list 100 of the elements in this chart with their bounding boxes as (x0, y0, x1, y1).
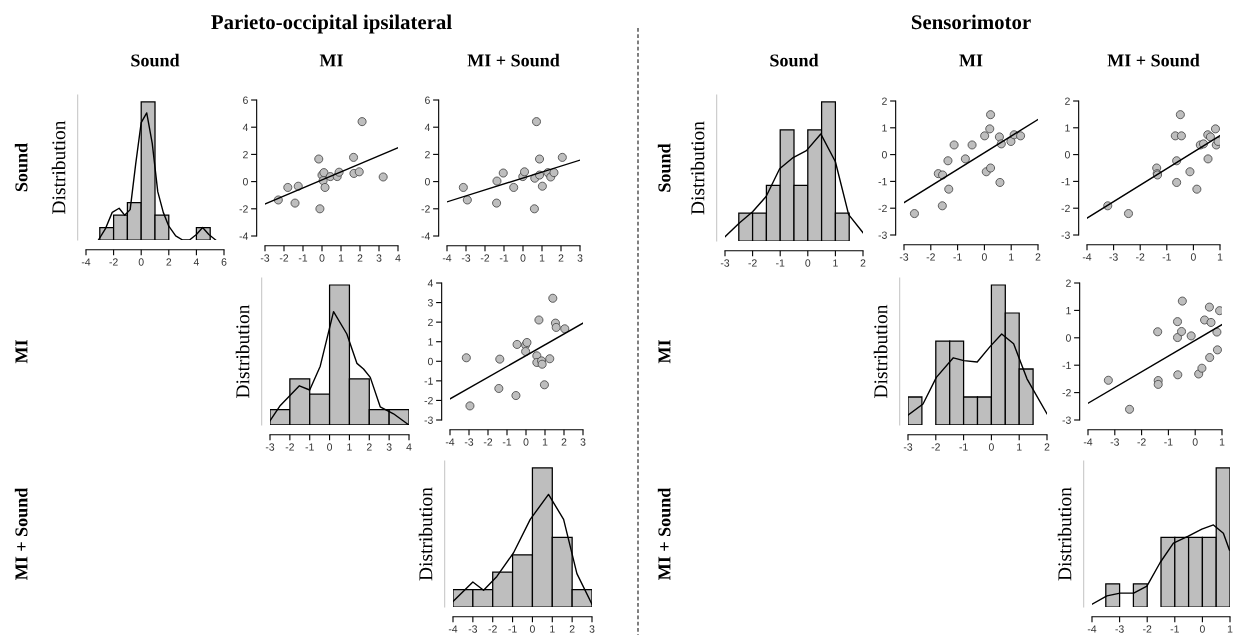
y-tick-label: -1 (1061, 178, 1070, 186)
x-tick-label: -1 (1170, 625, 1179, 633)
y-tick-label: 0 (1064, 151, 1070, 159)
y-tick-label: -4 (239, 232, 249, 240)
x-tick-label: 6 (221, 258, 227, 266)
x-tick-label: 0 (319, 254, 325, 262)
x-tick-label: 0 (988, 443, 994, 451)
x-tick-label: -2 (285, 443, 294, 451)
y-tick-label: 4 (427, 279, 434, 287)
x-tick-label: -2 (480, 254, 490, 262)
x-tick-label: 4 (395, 254, 401, 262)
x-tick-label: -3 (260, 254, 270, 262)
x-tick-label: -4 (1083, 438, 1093, 446)
y-tick-label: 1 (428, 338, 433, 346)
y-tick-label: -1 (1062, 361, 1071, 369)
x-tick-label: 3 (376, 254, 382, 262)
y-tick-label: 3 (427, 299, 433, 307)
x-tick-label: -1 (508, 625, 517, 633)
x-tick-label: 0 (327, 443, 333, 451)
x-tick-label: -2 (748, 259, 757, 267)
text: Sound (14, 143, 28, 192)
x-tick-label: -2 (931, 443, 940, 451)
x-tick-label: -3 (468, 625, 478, 633)
x-tick-label: -2 (1143, 625, 1152, 633)
x-tick-label: 1 (1217, 253, 1223, 261)
y-tick-label: 1 (1066, 307, 1071, 315)
chart-title: MI + Sound (1107, 53, 1200, 67)
x-tick-label: 0 (981, 253, 987, 261)
x-tick-label: -3 (461, 254, 471, 262)
y-tick-label: 6 (425, 96, 430, 104)
x-tick-label: -3 (720, 259, 730, 267)
y-axis-title: Distribution (418, 487, 433, 581)
text: MI (658, 340, 671, 364)
y-tick-label: 1 (1065, 124, 1070, 132)
x-tick-label: 0 (1190, 253, 1196, 261)
y-tick-label: 0 (242, 178, 248, 186)
y-tick-label: -1 (424, 377, 433, 385)
text: MI (15, 340, 28, 364)
x-tick-label: 1 (347, 443, 352, 451)
chart-title: MI (959, 54, 983, 67)
x-tick-label: 0 (1199, 625, 1205, 633)
x-tick-label: 2 (366, 443, 372, 451)
x-tick-label: 2 (569, 625, 575, 633)
x-tick-label: -1 (776, 259, 785, 267)
x-tick-label: -3 (1115, 625, 1124, 633)
x-tick-label: 2 (1044, 443, 1050, 451)
x-tick-label: 1 (542, 438, 548, 446)
y-tick-label: 2 (1066, 279, 1071, 287)
y-tick-label: 1 (882, 124, 887, 132)
x-tick-label: -2 (483, 438, 493, 446)
x-tick-label: -4 (1082, 253, 1092, 261)
y-tick-label: 4 (242, 123, 249, 131)
y-tick-label: -2 (878, 204, 887, 212)
y-tick-label: -2 (424, 396, 433, 405)
x-tick-label: -2 (279, 254, 289, 262)
x-tick-label: -3 (1110, 438, 1119, 446)
text: MI + Sound (14, 487, 28, 580)
y-tick-label: 4 (424, 123, 431, 131)
y-tick-label: 2 (425, 150, 430, 159)
x-tick-label: 4 (406, 443, 412, 451)
x-tick-label: 0 (805, 259, 811, 267)
chart-title: MI + Sound (467, 53, 560, 67)
chart-title: MI (319, 54, 343, 67)
x-tick-label: 0 (138, 258, 144, 266)
y-axis-title: Distribution (235, 304, 250, 398)
x-tick-label: -1 (305, 443, 314, 451)
x-tick-label: 3 (580, 438, 586, 446)
y-tick-label: 0 (424, 178, 430, 186)
x-tick-label: 1 (1219, 438, 1225, 446)
y-tick-label: 0 (1065, 334, 1071, 342)
y-tick-label: 2 (882, 97, 887, 105)
x-tick-label: 2 (166, 258, 172, 266)
x-tick-label: -3 (903, 443, 913, 451)
y-tick-label: -4 (421, 232, 431, 240)
x-tick-label: -4 (1087, 625, 1097, 633)
y-tick-label: -2 (1061, 204, 1070, 212)
x-tick-label: 3 (386, 443, 392, 451)
x-tick-label: -4 (442, 254, 452, 262)
x-tick-label: 1 (539, 254, 545, 262)
y-axis-title: Distribution (690, 121, 705, 215)
x-tick-label: 2 (558, 254, 564, 262)
y-tick-label: 2 (243, 150, 248, 159)
x-tick-label: 0 (523, 438, 529, 446)
x-tick-label: -2 (1137, 438, 1146, 446)
y-tick-label: -3 (1061, 231, 1070, 239)
y-tick-label: -1 (878, 178, 887, 186)
x-tick-label: -1 (298, 254, 308, 262)
y-tick-label: -2 (421, 205, 430, 213)
x-tick-label: -3 (899, 253, 909, 261)
y-tick-label: 0 (881, 151, 887, 159)
x-tick-label: 2 (357, 254, 363, 262)
text: MI + Sound (657, 487, 671, 580)
x-tick-label: 2 (860, 259, 866, 267)
y-tick-label: 0 (427, 357, 433, 366)
y-tick-label: -2 (1062, 389, 1071, 397)
x-tick-label: -2 (926, 253, 935, 261)
x-tick-label: -3 (1109, 253, 1118, 261)
x-tick-label: -3 (265, 443, 275, 451)
x-tick-label: 0 (1192, 438, 1198, 446)
x-tick-label: 0 (529, 625, 535, 633)
